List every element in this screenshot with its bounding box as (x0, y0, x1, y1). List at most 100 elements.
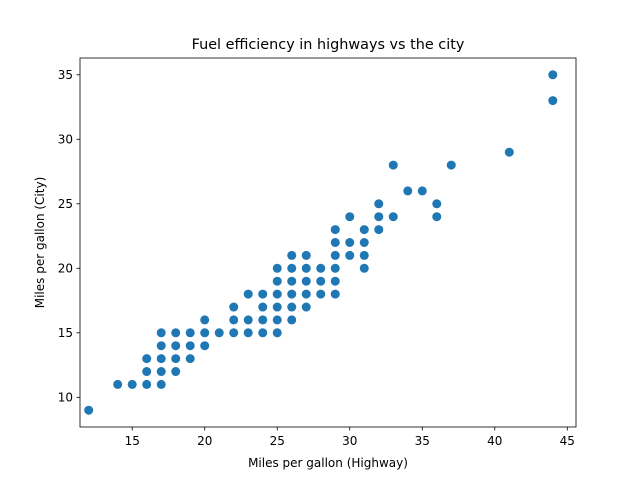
data-point (548, 96, 558, 106)
data-point (243, 328, 253, 338)
x-axis-label: Miles per gallon (Highway) (248, 456, 408, 470)
data-point (258, 315, 268, 325)
data-point (403, 186, 413, 196)
y-axis-ticks: 10 15 20 25 30 35 (58, 68, 80, 405)
chart-title: Fuel efficiency in highways vs the city (192, 37, 465, 53)
y-tick-label: 15 (58, 326, 73, 340)
data-point (330, 276, 340, 286)
data-point (504, 147, 514, 157)
data-point (330, 238, 340, 247)
data-point (388, 212, 398, 222)
data-point (316, 289, 326, 299)
data-points (84, 70, 558, 415)
data-point (156, 328, 166, 338)
data-point (359, 225, 369, 235)
data-point (301, 250, 311, 260)
data-point (156, 367, 166, 377)
x-tick-label: 20 (197, 434, 212, 448)
data-point (229, 328, 239, 338)
data-point (185, 341, 195, 351)
data-point (287, 289, 297, 299)
data-point (229, 302, 239, 312)
data-point (272, 276, 282, 286)
data-point (272, 315, 282, 325)
data-point (432, 199, 442, 209)
data-point (142, 354, 152, 364)
data-point (301, 276, 311, 286)
data-point (330, 250, 340, 260)
data-point (301, 302, 311, 312)
data-point (359, 263, 369, 273)
data-point (243, 315, 253, 325)
data-point (359, 238, 369, 247)
data-point (156, 379, 166, 389)
data-point (229, 315, 239, 325)
data-point (316, 276, 326, 286)
data-point (272, 302, 282, 312)
data-point (388, 160, 398, 170)
data-point (417, 186, 427, 196)
data-point (272, 289, 282, 299)
x-tick-label: 40 (487, 434, 502, 448)
data-point (272, 263, 282, 273)
data-point (316, 263, 326, 273)
y-tick-label: 10 (58, 391, 73, 405)
data-point (185, 354, 195, 364)
x-tick-label: 30 (342, 434, 357, 448)
data-point (301, 289, 311, 299)
data-point (156, 341, 166, 351)
data-point (330, 225, 340, 235)
data-point (272, 328, 282, 338)
data-point (243, 289, 253, 299)
data-point (345, 212, 355, 222)
x-axis-ticks: 15 20 25 30 35 40 45 (125, 427, 575, 448)
data-point (345, 250, 355, 260)
data-point (171, 328, 181, 338)
data-point (301, 263, 311, 273)
plot-area-frame (79, 57, 577, 428)
data-point (156, 354, 166, 364)
x-tick-label: 25 (270, 434, 285, 448)
data-point (287, 276, 297, 286)
data-point (171, 354, 181, 364)
data-point (84, 405, 94, 415)
data-point (200, 341, 210, 351)
data-point (171, 341, 181, 351)
data-point (287, 263, 297, 273)
data-point (330, 289, 340, 299)
data-point (374, 199, 384, 209)
x-tick-label: 15 (125, 434, 140, 448)
data-point (548, 70, 558, 80)
data-point (345, 238, 355, 247)
data-point (185, 328, 195, 338)
data-point (200, 328, 210, 338)
data-point (330, 263, 340, 273)
data-point (287, 302, 297, 312)
data-point (142, 379, 152, 389)
y-tick-label: 35 (58, 68, 73, 82)
data-point (359, 250, 369, 260)
x-tick-label: 35 (415, 434, 430, 448)
data-point (374, 225, 384, 235)
data-point (127, 379, 137, 389)
data-point (113, 379, 123, 389)
data-point (171, 367, 181, 377)
data-point (258, 328, 268, 338)
data-point (446, 160, 456, 170)
data-point (258, 302, 268, 312)
y-tick-label: 30 (58, 133, 73, 147)
data-point (214, 328, 224, 338)
data-point (287, 315, 297, 325)
data-point (258, 289, 268, 299)
x-tick-label: 45 (560, 434, 575, 448)
data-point (200, 315, 210, 325)
y-axis-label: Miles per gallon (City) (33, 177, 47, 309)
y-tick-label: 20 (58, 262, 73, 276)
data-point (432, 212, 442, 222)
y-tick-label: 25 (58, 197, 73, 211)
data-point (287, 250, 297, 260)
data-point (142, 367, 152, 377)
data-point (374, 212, 384, 222)
